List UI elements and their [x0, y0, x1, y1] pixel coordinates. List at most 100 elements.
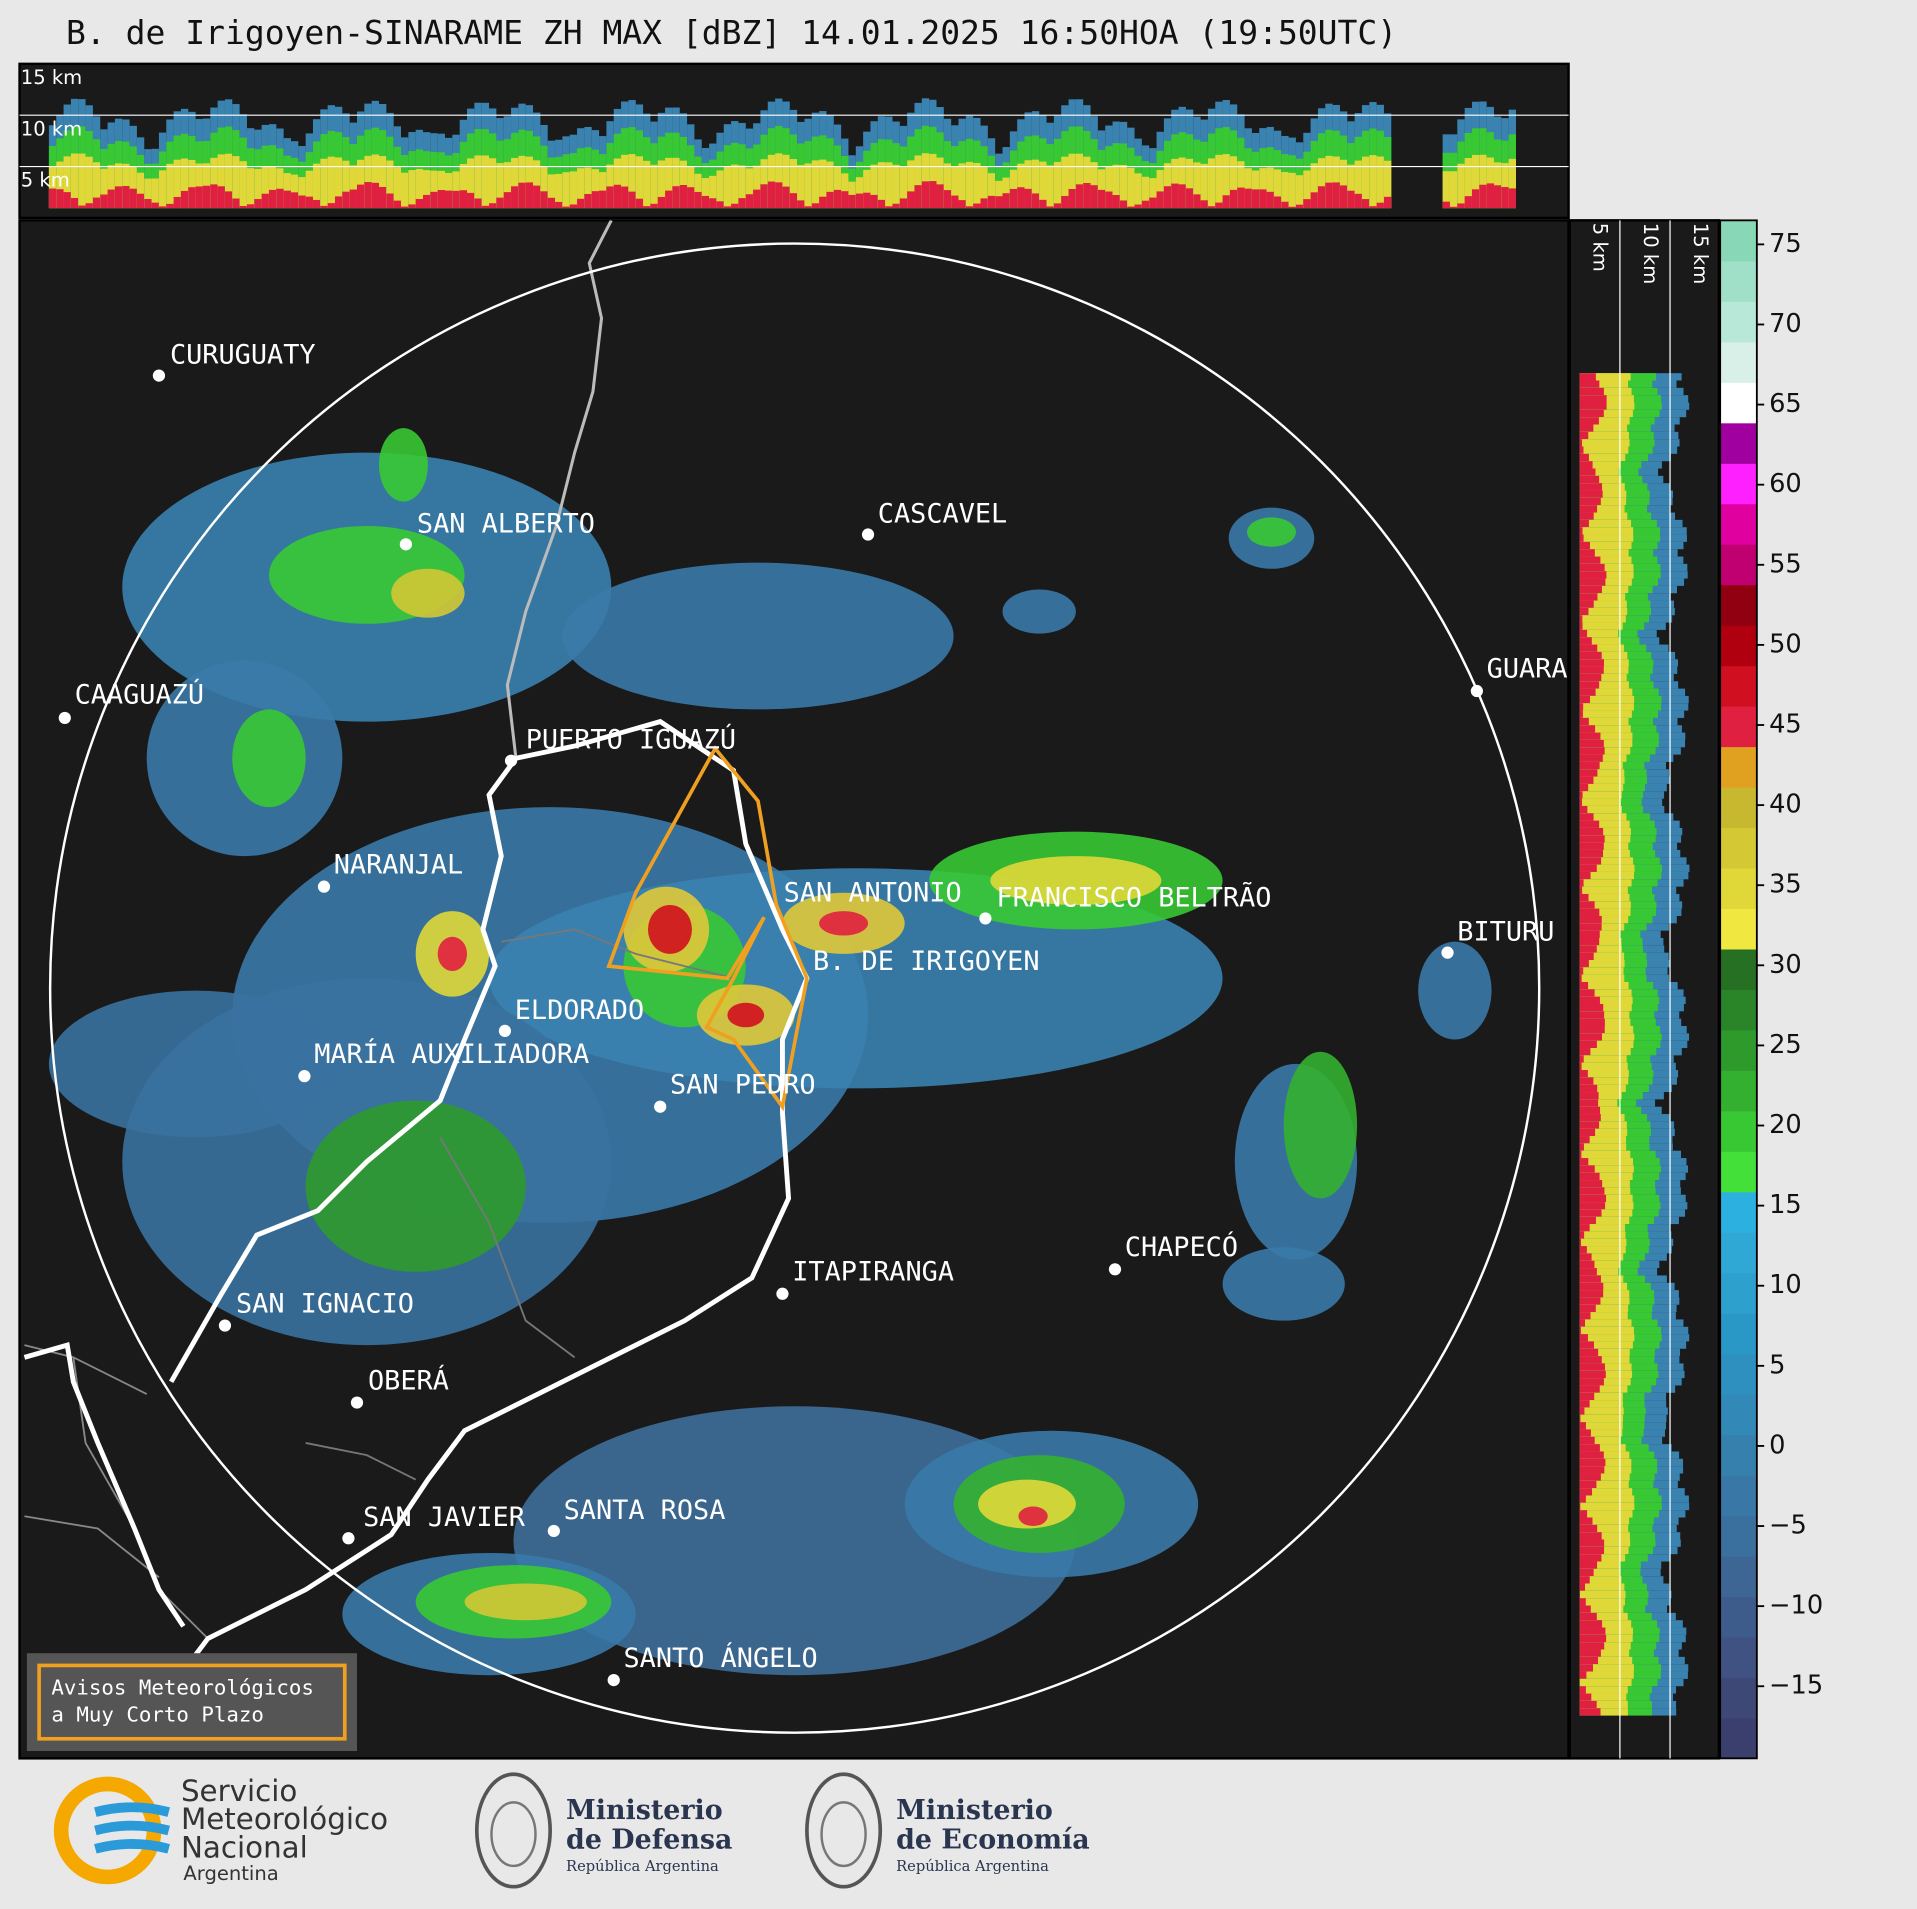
- echo-strip: [63, 192, 71, 209]
- echo-strip: [1579, 1554, 1626, 1562]
- city-label: BITURU: [1457, 917, 1554, 948]
- echo-strip: [1361, 156, 1370, 209]
- echo-strip: [1579, 835, 1605, 843]
- echo-strip: [1579, 534, 1584, 542]
- echo-strip: [951, 195, 959, 209]
- city-label: ITAPIRANGA: [792, 1256, 954, 1287]
- echo-strip: [1579, 695, 1635, 704]
- echo-strip: [298, 195, 306, 209]
- ministry-name: Ministerio: [896, 1795, 1053, 1826]
- echo-strip: [1579, 1466, 1605, 1474]
- echo-strip: [1579, 1422, 1623, 1430]
- echo-strip: [562, 172, 570, 209]
- echo-strip: [1097, 189, 1106, 209]
- echo-strip: [1579, 409, 1604, 418]
- echo-strip: [1579, 864, 1635, 872]
- echo-strip: [1579, 453, 1589, 462]
- echo-strip: [202, 163, 211, 209]
- echo-strip: [1579, 475, 1622, 484]
- echo-strip: [885, 162, 893, 209]
- echo-strip: [1325, 155, 1333, 209]
- colorbar-tick-label: 5: [1769, 1350, 1785, 1380]
- echo-strip: [1457, 203, 1465, 209]
- echo-strip: [1579, 417, 1599, 425]
- echo-strip: [1579, 1708, 1601, 1716]
- city-dot: [1470, 684, 1483, 698]
- echo-strip: [1579, 1297, 1601, 1305]
- echo-strip: [1039, 199, 1047, 209]
- city-dot: [152, 369, 166, 382]
- echo-strip: [1579, 1150, 1582, 1159]
- echo-strip: [1579, 952, 1594, 961]
- echo-strip: [122, 185, 130, 209]
- echo-strip: [863, 192, 871, 209]
- colorbar-band: [1720, 341, 1757, 383]
- echo-strip: [1579, 945, 1597, 953]
- echo-strip: [1149, 197, 1157, 209]
- echo-strip: [1579, 886, 1583, 894]
- echo-strip: [1579, 1106, 1601, 1115]
- echo-strip: [1105, 191, 1113, 209]
- city-dot: [776, 1287, 789, 1300]
- colorbar-band: [1720, 1029, 1757, 1071]
- echo-strip: [1579, 1568, 1594, 1577]
- echo-strip: [1579, 967, 1624, 975]
- echo-strip: [1002, 193, 1010, 209]
- echo-strip: [1024, 188, 1032, 209]
- echo-strip: [1156, 169, 1164, 209]
- echo-strip: [1200, 200, 1208, 209]
- echo-strip: [1141, 200, 1150, 209]
- echo-strip: [980, 198, 988, 209]
- echo-strip: [1579, 1612, 1628, 1621]
- colorbar-tick-label: 45: [1769, 709, 1802, 739]
- echo-strip: [1508, 188, 1516, 209]
- echo-strip: [562, 206, 570, 209]
- echo-strip: [1579, 974, 1582, 983]
- echo-strip: [1579, 578, 1606, 586]
- echo-strip: [1009, 188, 1018, 209]
- echo-strip: [1031, 193, 1040, 209]
- echo-strip: [1579, 615, 1583, 623]
- echo-strip: [1579, 490, 1627, 498]
- echo-strip: [1579, 982, 1629, 990]
- echo-strip: [1068, 153, 1076, 209]
- echo-strip: [584, 193, 592, 209]
- echo-strip: [1579, 1334, 1635, 1342]
- echo-strip: [672, 157, 680, 209]
- echo-strip: [1579, 783, 1589, 792]
- echo-strip: [1579, 1312, 1628, 1320]
- echo-strip: [1083, 183, 1091, 209]
- echo-strip: [855, 177, 864, 209]
- echo-strip: [349, 189, 357, 209]
- echo-strip: [533, 160, 541, 209]
- echo-strip: [1579, 857, 1602, 865]
- echo-strip: [1017, 163, 1025, 209]
- echo-strip: [1579, 600, 1627, 608]
- echo-strip: [1579, 666, 1604, 674]
- echo-strip: [224, 191, 233, 209]
- echo-strip: [1090, 185, 1098, 209]
- echo-strip: [1579, 725, 1596, 733]
- city-label: OBERÁ: [368, 1364, 449, 1396]
- echo-strip: [1449, 206, 1458, 209]
- echo-strip: [1229, 156, 1238, 209]
- echo-strip: [1347, 164, 1355, 209]
- echo-strip: [1579, 1194, 1633, 1203]
- echo-strip: [1579, 1510, 1588, 1518]
- echo-strip: [320, 158, 328, 209]
- echo-strip: [1222, 154, 1230, 209]
- radar-echo: [48, 428, 1492, 1676]
- echo-strip: [1579, 1524, 1629, 1533]
- echo-strip: [1579, 1649, 1601, 1657]
- colorbar-band: [1720, 989, 1757, 1031]
- echo-strip: [1579, 1026, 1605, 1034]
- echo-strip: [1325, 182, 1333, 209]
- city-label: SANTA ROSA: [564, 1495, 726, 1526]
- echo-strip: [789, 193, 798, 209]
- echo-strip: [1579, 1693, 1627, 1701]
- echo-strip: [1579, 1488, 1593, 1496]
- colorbar-band: [1720, 1070, 1757, 1112]
- echo-strip: [430, 191, 438, 209]
- echo-strip: [1579, 402, 1635, 410]
